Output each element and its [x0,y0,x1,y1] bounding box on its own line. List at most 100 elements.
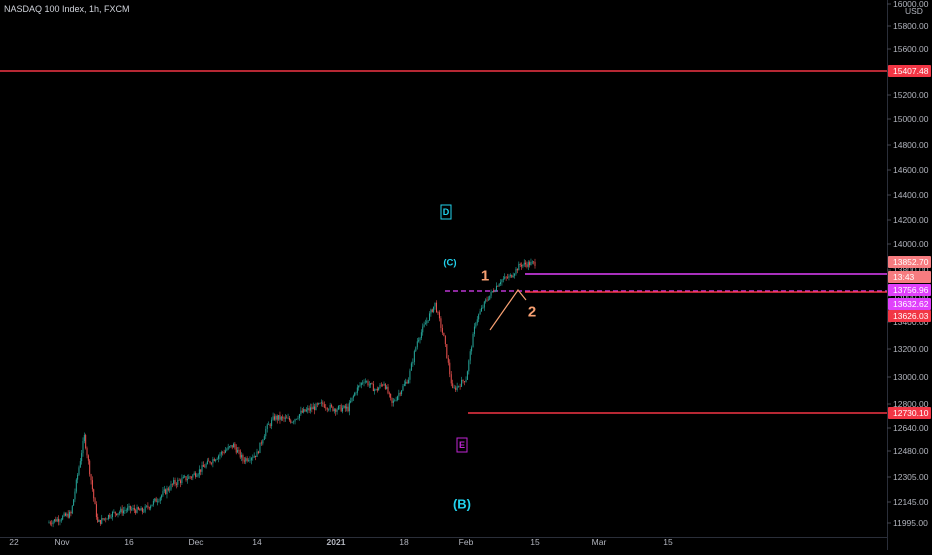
candle [379,382,381,389]
candle-body [328,409,330,411]
candle [498,282,500,287]
candle-body [249,460,251,461]
candle-body [55,519,57,522]
candle [464,381,466,386]
candle [485,298,487,304]
candle-body [507,277,509,278]
candle-body [112,512,114,517]
candle-body [159,497,161,502]
candle [322,400,324,408]
y-tick-label: 12480.00 [893,446,929,456]
candle-body [407,379,409,384]
candle [94,497,96,505]
y-tick-label: 16000.00 [893,0,929,9]
candle-body [355,392,357,394]
candle [194,471,196,479]
candle [224,446,226,454]
candle [192,473,194,481]
candle [419,337,421,344]
candle-body [181,478,183,484]
candle [390,393,392,401]
candle [97,513,99,523]
candle [515,267,517,276]
candle [140,505,142,511]
candle [483,300,485,311]
candle-body [114,511,116,514]
candle-body [128,505,130,508]
candle [77,472,79,484]
candle-body [67,513,69,518]
candle [82,437,84,457]
candle [147,502,149,510]
candle-body [446,344,448,359]
candle-body [185,476,187,481]
candle [169,485,171,493]
candle-body [480,307,482,312]
candle-body [210,463,212,464]
candle [403,380,405,387]
candle [308,405,310,414]
candle-body [394,400,396,402]
candle-body [347,406,349,412]
candle [116,513,118,516]
candle-body [282,416,284,418]
candle [516,268,518,274]
price-label-text: 15407.48 [893,66,929,76]
candle-body [332,406,334,412]
candle-body [143,511,145,513]
candle [443,332,445,337]
candle-body [188,476,190,479]
candle-body [429,313,431,321]
candle [509,273,511,278]
candle-body [263,436,265,441]
candle [526,261,528,269]
candle-body [120,508,122,513]
candle-body [165,489,167,495]
candle-body [473,326,475,334]
candle [446,344,448,359]
candle-body [238,450,240,451]
candle [342,405,344,414]
candle [429,311,431,321]
price-label-bg [888,407,931,419]
candle-body [314,406,316,411]
candle-body [422,326,424,333]
candle-body [437,312,439,313]
candle-body [276,415,278,420]
candle-body [434,302,436,307]
candle-body [52,521,54,525]
candle [431,308,433,313]
candle [235,444,237,455]
candle-body [396,396,398,401]
candle-body [193,473,195,475]
y-tick-label: 13000.00 [893,372,929,382]
candle-body [184,476,186,477]
y-tick-label: 14800.00 [893,140,929,150]
candle [233,442,235,448]
candle [311,403,313,413]
candle [493,288,495,293]
candle-body [246,458,248,461]
candle-body [336,409,338,412]
candle-body [110,516,112,518]
candle [101,514,103,525]
candle-body [70,512,72,514]
candle [384,383,386,390]
candle-body [468,360,470,372]
candle-body [97,516,99,522]
candle-body [498,284,500,287]
candle [309,403,311,414]
candle-body [516,268,518,271]
candle [89,459,91,477]
candle-body [433,306,435,312]
candle [180,478,182,488]
candle [316,402,318,408]
candle-body [502,278,504,280]
candle [257,450,259,455]
candle-body [533,261,535,263]
candle-body [316,403,318,405]
candle-body [64,513,66,516]
candle [450,371,452,387]
